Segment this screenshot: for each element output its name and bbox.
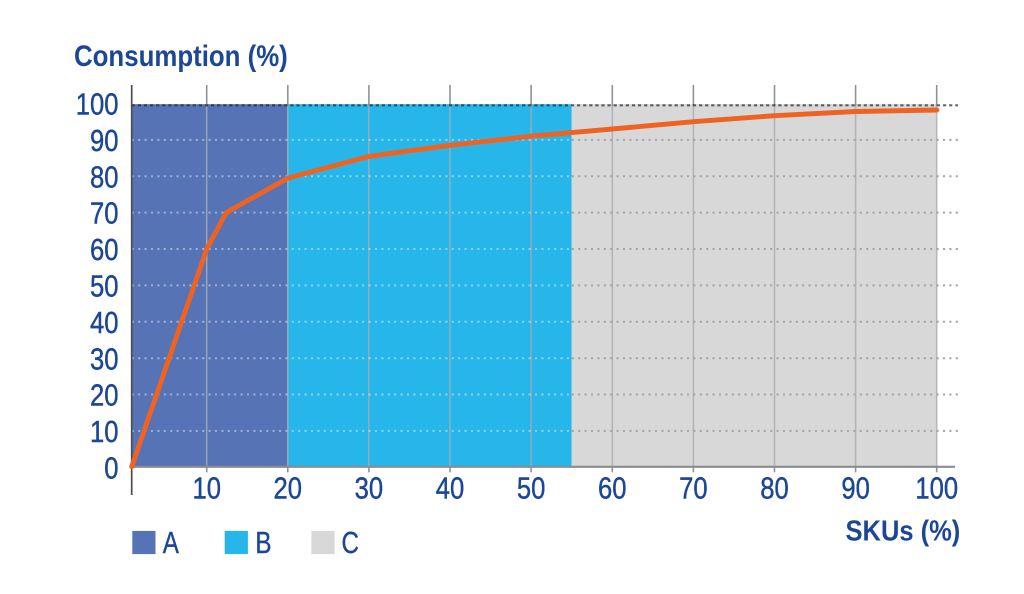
svg-text:30: 30 [355, 472, 383, 506]
svg-text:10: 10 [90, 415, 118, 449]
svg-text:50: 50 [90, 269, 118, 303]
svg-text:A: A [163, 525, 180, 560]
svg-text:80: 80 [90, 160, 118, 194]
svg-text:90: 90 [90, 124, 118, 158]
svg-text:C: C [342, 525, 359, 560]
svg-text:70: 70 [679, 472, 707, 506]
svg-text:30: 30 [90, 342, 118, 376]
svg-text:100: 100 [76, 88, 119, 122]
svg-text:90: 90 [841, 472, 869, 506]
svg-text:Consumption (%): Consumption (%) [74, 39, 288, 72]
svg-text:60: 60 [598, 472, 626, 506]
svg-text:SKUs (%): SKUs (%) [846, 514, 961, 547]
svg-text:B: B [255, 525, 271, 560]
svg-text:40: 40 [436, 472, 464, 506]
svg-text:40: 40 [90, 306, 118, 340]
svg-text:50: 50 [517, 472, 545, 506]
svg-text:20: 20 [274, 472, 302, 506]
svg-text:80: 80 [760, 472, 788, 506]
svg-text:70: 70 [90, 197, 118, 231]
svg-text:100: 100 [915, 472, 958, 506]
svg-text:10: 10 [192, 472, 220, 506]
svg-text:0: 0 [104, 451, 118, 485]
svg-text:20: 20 [90, 379, 118, 413]
svg-text:60: 60 [90, 233, 118, 267]
